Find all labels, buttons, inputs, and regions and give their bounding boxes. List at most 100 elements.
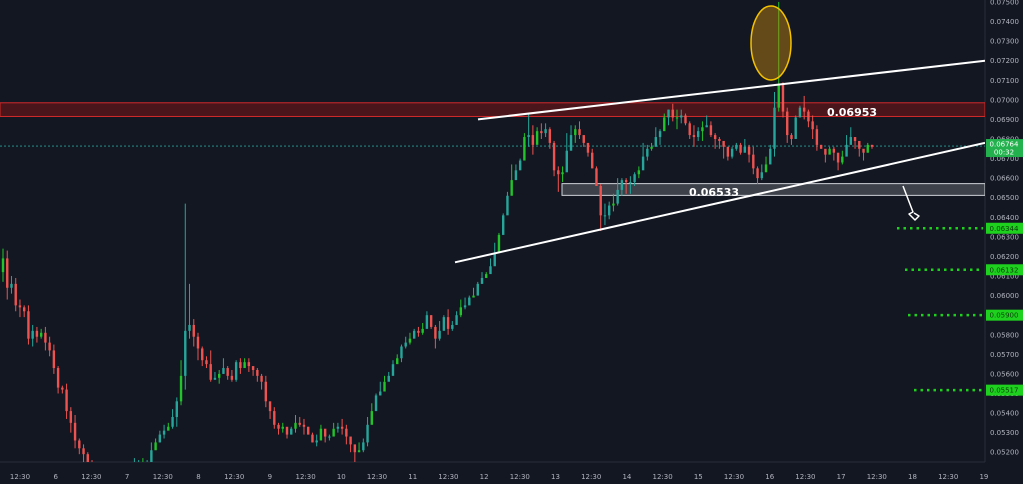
candle	[217, 369, 221, 384]
x-tick-label: 7	[125, 473, 129, 481]
candle	[290, 426, 293, 435]
candle-body	[798, 107, 802, 118]
candle	[434, 324, 437, 349]
candle-body	[574, 129, 577, 136]
candle	[273, 407, 276, 429]
candle	[510, 164, 513, 196]
candles	[1, 1, 874, 462]
candle	[845, 135, 848, 157]
candle-body	[773, 107, 776, 149]
candle-body	[277, 424, 280, 429]
candle-body	[417, 330, 420, 333]
candle-body	[747, 146, 751, 155]
candle-body	[408, 338, 412, 343]
candle-body	[633, 174, 636, 183]
candle-body	[192, 324, 195, 337]
candle-body	[650, 146, 653, 149]
current-price-tag-bg	[986, 139, 1023, 158]
candle-body	[658, 131, 662, 138]
candle	[349, 436, 352, 453]
candle	[684, 113, 687, 126]
candle	[828, 146, 831, 155]
candle-body	[802, 107, 806, 112]
candle-body	[374, 395, 378, 412]
candle	[586, 142, 590, 157]
candle	[819, 144, 823, 149]
candle	[171, 409, 174, 429]
candle-body	[497, 234, 501, 253]
candle-body	[171, 416, 174, 427]
candle	[239, 358, 242, 374]
candle-body	[336, 426, 340, 429]
candle-body	[862, 148, 865, 153]
current-price-countdown: 00:32	[994, 149, 1014, 157]
candle-body	[824, 148, 827, 155]
candle-body	[328, 436, 331, 438]
candle-body	[506, 195, 509, 216]
candle	[298, 416, 301, 427]
y-tick-labels: 0.07500 0.07400 0.07300 0.07200 0.07100 0.070…	[990, 0, 1019, 457]
candle	[718, 137, 721, 149]
candle-body	[595, 168, 598, 186]
target-tag-bg	[986, 309, 1023, 321]
target-tag-label: 0.06132	[990, 266, 1019, 274]
candle	[760, 164, 763, 181]
candle	[582, 135, 585, 147]
candle-body	[27, 311, 30, 339]
x-tick-label: 12:30	[296, 473, 316, 481]
candle	[345, 424, 348, 445]
candle	[44, 326, 47, 351]
candle-body	[569, 135, 573, 151]
x-tick-label: 12:30	[438, 473, 458, 481]
candle-body	[756, 168, 759, 179]
candle-body	[697, 131, 700, 138]
y-tick-label: 0.06900	[990, 116, 1019, 124]
candle	[230, 369, 234, 382]
candle	[468, 295, 471, 306]
candle	[391, 360, 395, 376]
candle-body	[366, 424, 369, 443]
candle	[552, 140, 556, 177]
candle	[463, 297, 467, 310]
candle-body	[315, 440, 318, 443]
y-tick-label: 0.05800	[990, 331, 1019, 339]
x-tick-label: 18	[908, 473, 917, 481]
candle-body	[705, 125, 708, 128]
candle	[476, 281, 479, 296]
candle	[565, 133, 568, 173]
candle	[167, 422, 170, 431]
candle	[307, 426, 310, 435]
candle-body	[646, 148, 649, 157]
candle-body	[654, 137, 658, 147]
y-tick-label: 0.06200	[990, 253, 1019, 261]
candle-body	[6, 258, 9, 288]
candle-body	[535, 131, 539, 145]
candle-body	[849, 137, 853, 145]
candle-body	[739, 144, 742, 153]
breakdown-arrow-icon	[902, 185, 920, 221]
candle-body	[489, 266, 492, 275]
candle-body	[175, 401, 178, 417]
candle-body	[357, 450, 361, 453]
y-tick-label: 0.07500	[990, 0, 1019, 6]
candle-body	[680, 115, 683, 118]
candle	[849, 127, 853, 145]
candle-body	[256, 369, 259, 376]
candle	[667, 109, 670, 126]
candle-body	[205, 360, 208, 365]
candle-body	[684, 115, 687, 124]
candle	[315, 434, 318, 447]
candle-body	[557, 170, 560, 175]
candle	[697, 127, 700, 141]
y-tick-label: 0.06700	[990, 155, 1019, 163]
candle-body	[65, 389, 68, 412]
candle-body	[323, 428, 327, 437]
candle	[824, 148, 827, 163]
candle	[578, 121, 581, 139]
candle-body	[86, 454, 89, 462]
candle-body	[735, 144, 738, 149]
candle	[56, 366, 60, 394]
x-tick-labels: 12:30 6 12:30 7 12:30 8 12:30 9 12:30 10 12:30 11 12…	[10, 473, 988, 481]
x-tick-label: 12:30	[724, 473, 744, 481]
